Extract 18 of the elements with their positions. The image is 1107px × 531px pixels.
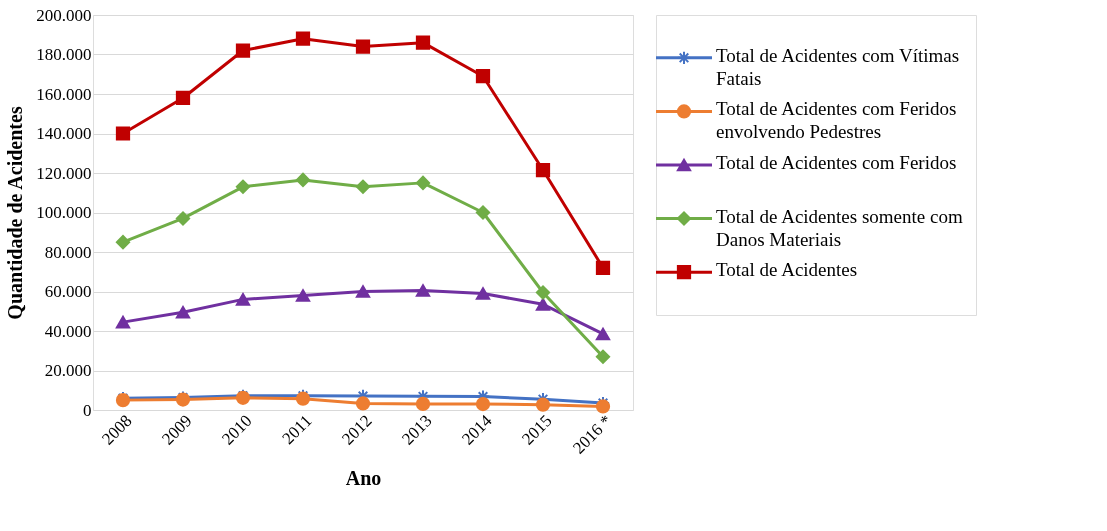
- legend-label: Total de Acidentes: [716, 259, 858, 281]
- legend-label: Total de Acidentes com Feridos: [716, 152, 957, 173]
- y-axis-title: Quantidade de Acidentes: [4, 106, 27, 320]
- x-axis-title: Ano: [345, 466, 382, 489]
- y-tick-label: 0: [83, 400, 92, 420]
- y-tick-label: 180.000: [36, 45, 92, 64]
- y-tick-label: 120.000: [36, 163, 92, 183]
- y-tick-label: 40.000: [44, 321, 92, 341]
- y-tick-label: 140.000: [36, 124, 92, 143]
- y-tick-label: 20.000: [44, 361, 92, 380]
- legend-label: Total de Acidentes com Vítimas Fatais: [716, 44, 960, 89]
- y-tick-label: 160.000: [36, 84, 92, 104]
- legend-label: Total de Acidentes com Feridos envolvendo Pedestres: [716, 98, 957, 143]
- y-tick-label: 80.000: [44, 242, 92, 262]
- y-tick-label: 60.000: [44, 282, 92, 301]
- legend-label: Total de Acidentes somente com Danos Materiais: [716, 205, 963, 250]
- y-tick-label: 100.000: [36, 203, 92, 222]
- y-tick-label: 200.000: [36, 5, 92, 25]
